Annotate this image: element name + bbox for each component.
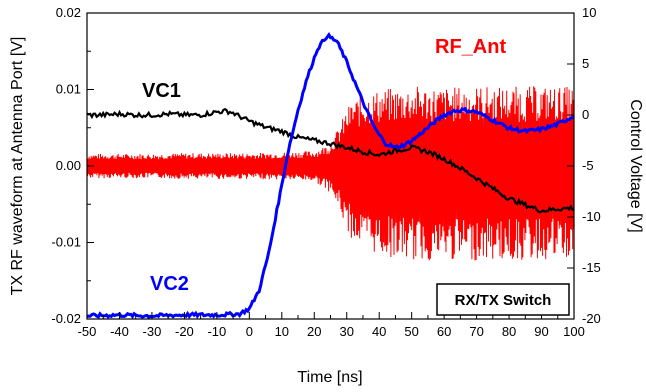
y-left-axis-title: TX RF waveform at Antenna Port [V] xyxy=(9,37,26,296)
annotation-box xyxy=(436,283,570,316)
x-tick-label: 40 xyxy=(372,324,386,339)
x-tick-label: 70 xyxy=(469,324,483,339)
y-left-axis-ticks: 0.02 0.01 0.00 -0.01 -0.02 xyxy=(51,5,94,326)
x-tick-label: -30 xyxy=(143,324,162,339)
x-tick-label: 100 xyxy=(563,324,585,339)
x-tick-label: -40 xyxy=(110,324,129,339)
x-tick-label: -20 xyxy=(175,324,194,339)
y-left-tick-label: 0.00 xyxy=(56,158,81,173)
x-tick-label: 20 xyxy=(307,324,321,339)
y-left-tick-label: -0.01 xyxy=(51,235,81,250)
x-tick-label: 90 xyxy=(534,324,548,339)
annotation-box-label: RX/TX Switch xyxy=(455,292,552,309)
y-right-tick-label: 5 xyxy=(582,56,589,71)
series-vc1-line xyxy=(86,107,575,214)
x-tick-label: -10 xyxy=(207,324,226,339)
x-tick-label: 30 xyxy=(339,324,353,339)
x-axis-ticks: -50 -40 -30 -20 -10 0 10 20 30 40 50 60 70 80 90 100 xyxy=(78,312,585,339)
series-rf-ant-line xyxy=(86,86,575,261)
series-label-vc2: VC2 xyxy=(150,273,189,295)
y-right-tick-label: -10 xyxy=(582,209,601,224)
y-right-axis-ticks: 10 5 0 -5 -10 -15 -20 xyxy=(567,5,601,326)
x-tick-label: 60 xyxy=(437,324,451,339)
y-left-tick-label: 0.02 xyxy=(56,5,81,20)
x-tick-label: 0 xyxy=(246,324,253,339)
y-right-tick-label: -5 xyxy=(582,158,594,173)
y-right-tick-label: 0 xyxy=(582,107,589,122)
x-tick-label: -50 xyxy=(78,324,97,339)
x-tick-label: 10 xyxy=(275,324,289,339)
x-tick-label: 80 xyxy=(502,324,516,339)
y-right-tick-label: -15 xyxy=(582,260,601,275)
x-axis-title: Time [ns] xyxy=(297,369,362,386)
series-label-rf-ant: RF_Ant xyxy=(435,36,506,58)
y-right-tick-label: 10 xyxy=(582,5,596,20)
y-left-tick-label: 0.01 xyxy=(56,82,81,97)
y-right-axis-title: Control Voltage [V] xyxy=(627,99,644,232)
y-right-tick-label: -20 xyxy=(582,311,601,326)
y-left-tick-label: -0.02 xyxy=(51,311,81,326)
x-tick-label: 50 xyxy=(404,324,418,339)
series-label-vc1: VC1 xyxy=(142,80,181,102)
